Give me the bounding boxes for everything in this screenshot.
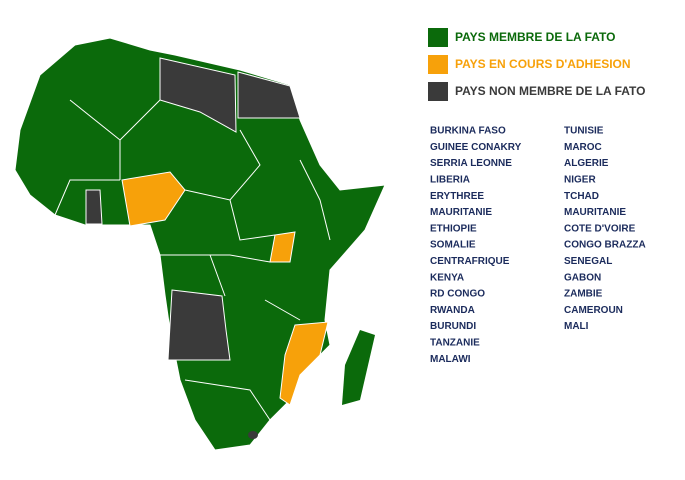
country-name: MALAWI: [430, 354, 471, 365]
legend-swatch: [428, 55, 448, 74]
country-name: ALGERIE: [564, 158, 609, 169]
country-lists: BURKINA FASO GUINEE CONAKRY SERRIA LEONNE L…: [430, 126, 646, 365]
egypt-region: [237, 71, 301, 119]
country-name: MAURITANIE: [564, 207, 626, 218]
country-name: ERYTHREE: [430, 191, 484, 202]
country-name: GABON: [564, 272, 601, 283]
country-name: NIGER: [564, 175, 596, 186]
country-name: MALI: [564, 321, 589, 332]
nigeria-region: [121, 171, 186, 227]
country-name: CONGO BRAZZA: [564, 240, 646, 251]
south-sudan-region: [269, 231, 296, 263]
country-name: KENYA: [430, 272, 464, 283]
legend: PAYS MEMBRE DE LA FATO PAYS EN COURS D'AD…: [428, 28, 645, 101]
country-name: MAROC: [564, 142, 602, 153]
country-name: SERRIA LEONNE: [430, 158, 512, 169]
legend-swatch: [428, 82, 448, 101]
country-name: MAURITANIE: [430, 207, 492, 218]
lesotho: [248, 431, 258, 439]
legend-swatch: [428, 28, 448, 47]
country-name: GUINEE CONAKRY: [430, 142, 522, 153]
border-lines: [54, 99, 331, 421]
country-name: CAMEROUN: [564, 305, 623, 316]
country-name: ETHIOPIE: [430, 223, 477, 234]
mozambique-region: [279, 321, 329, 406]
country-name: LIBERIA: [430, 175, 470, 186]
country-name: TCHAD: [564, 191, 599, 202]
country-name: SOMALIE: [430, 240, 476, 251]
country-name: CENTRAFRIQUE: [430, 256, 510, 267]
country-name: SENEGAL: [564, 256, 612, 267]
legend-label: PAYS NON MEMBRE DE LA FATO: [455, 84, 645, 98]
country-name: RD CONGO: [430, 289, 485, 300]
country-name: BURKINA FASO: [430, 126, 506, 137]
country-name: RWANDA: [430, 305, 475, 316]
angola-region: [167, 289, 231, 361]
country-name: TANZANIE: [430, 338, 480, 349]
country-name: COTE D'VOIRE: [564, 223, 636, 234]
madagascar: [342, 330, 375, 405]
ghana-region: [85, 189, 103, 225]
country-name: ZAMBIE: [564, 289, 603, 300]
africa-map: [14, 37, 386, 451]
libya-region: [159, 57, 237, 133]
legend-label: PAYS EN COURS D'ADHESION: [455, 57, 631, 71]
legend-label: PAYS MEMBRE DE LA FATO: [455, 30, 615, 44]
country-name: BURUNDI: [430, 321, 476, 332]
country-name: TUNISIE: [564, 126, 604, 137]
